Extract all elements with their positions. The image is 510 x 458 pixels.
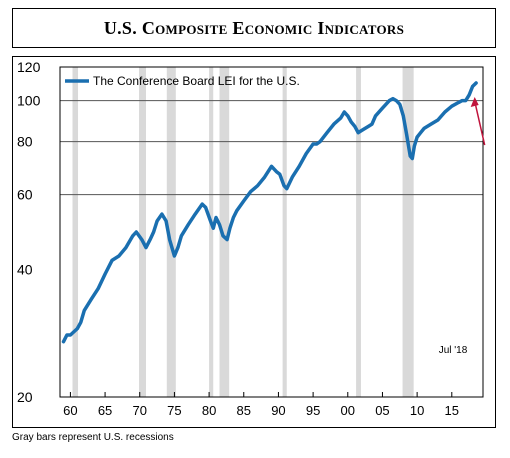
recession-bar [282, 67, 287, 397]
y-tick-label: 100 [17, 93, 41, 109]
y-tick-label: 60 [17, 187, 33, 203]
recession-bar [402, 67, 414, 397]
date-annotation: Jul '18 [439, 345, 468, 356]
x-tick-label: 60 [63, 403, 77, 418]
lei-line-chart: 20 40 60 80 100 120 60 65 70 75 80 85 90 95 00 05 10 15 Th… [17, 59, 486, 418]
chart-frame: 20 40 60 80 100 120 60 65 70 75 80 85 90 95 00 05 10 15 Th… [12, 56, 496, 428]
recession-bar [219, 67, 230, 397]
page-title: U.S. Composite Economic Indicators [103, 18, 405, 38]
x-tick-label: 70 [133, 403, 147, 418]
x-tick-label: 80 [202, 403, 216, 418]
recession-footnote: Gray bars represent U.S. recessions [12, 432, 174, 443]
x-tick-label: 00 [341, 403, 355, 418]
y-tick-label: 20 [17, 389, 33, 405]
recession-bar [166, 67, 176, 397]
x-tick-label: 95 [306, 403, 320, 418]
legend-label: The Conference Board LEI for the U.S. [93, 74, 300, 88]
x-tick-label: 90 [271, 403, 285, 418]
recession-bar [356, 67, 361, 397]
x-tick-label: 05 [375, 403, 389, 418]
x-tick-label: 15 [445, 403, 459, 418]
plot-area-border [59, 66, 484, 398]
arrow-head [470, 97, 479, 108]
arrow-shaft [473, 100, 486, 146]
recession-bar [209, 67, 214, 397]
y-tick-label: 80 [17, 134, 33, 150]
series-line-lei [61, 81, 478, 344]
x-tick-label: 65 [98, 403, 112, 418]
x-tick-label: 85 [237, 403, 251, 418]
recession-bar [72, 67, 79, 397]
y-tick-label: 40 [17, 261, 33, 277]
recession-bar [139, 67, 146, 397]
title-box: U.S. Composite Economic Indicators [12, 8, 496, 48]
x-tick-label: 10 [410, 403, 424, 418]
x-tick-label: 75 [167, 403, 181, 418]
y-tick-label: 120 [17, 59, 41, 75]
